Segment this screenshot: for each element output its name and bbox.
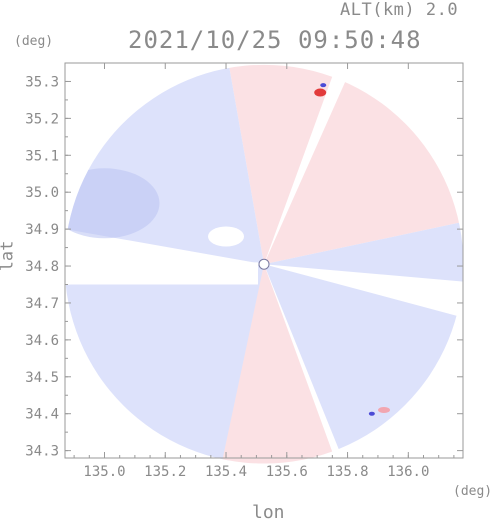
- receding-sector-northeast: [264, 64, 464, 265]
- y-tick-label: 34.9: [25, 222, 59, 238]
- x-axis: 135.0 135.2 135.4 135.6 135.8 136.0: [73, 63, 455, 480]
- x-axis-label: lon: [252, 502, 285, 523]
- receding-sector-north: [215, 64, 360, 265]
- approaching-sector-southeast: [264, 264, 464, 464]
- x-tick-label: 135.0: [83, 464, 125, 480]
- y-tick-label: 35.3: [25, 74, 59, 90]
- altitude-label: ALT(km) 2.0: [340, 0, 459, 20]
- y-tick-label: 34.6: [25, 333, 59, 349]
- radar-site-marker: [258, 258, 270, 270]
- approaching-sector-east: [264, 206, 464, 289]
- y-tick-label: 34.7: [25, 296, 59, 312]
- peak-receding-southeast: [378, 407, 391, 414]
- chart-timestamp: 2021/10/25 09:50:48: [128, 26, 422, 54]
- clear-gap-west: [208, 226, 245, 247]
- approaching-sector-southwest: [64, 264, 264, 464]
- y-tick-label: 34.4: [25, 407, 59, 423]
- x-tick-label: 135.2: [144, 464, 186, 480]
- blank-band-west: [65, 262, 258, 285]
- y-tick-label: 34.5: [25, 370, 59, 386]
- receding-sector-south: [205, 264, 360, 464]
- x-tick-label: 135.8: [326, 464, 368, 480]
- x-tick-label: 135.6: [266, 464, 308, 480]
- y-tick-label: 34.3: [25, 444, 59, 460]
- y-tick-label: 35.1: [25, 148, 59, 164]
- x-tick-label: 136.0: [387, 464, 429, 480]
- approaching-sector-northwest: [64, 64, 264, 265]
- y-unit-label: (deg): [14, 34, 54, 49]
- peak-receding-north: [314, 88, 327, 97]
- plot-border: [64, 62, 464, 459]
- peak-approaching-southeast: [368, 411, 375, 416]
- x-tick-label: 135.4: [205, 464, 247, 480]
- plot-frame: [64, 62, 464, 459]
- peak-approaching-north: [320, 83, 327, 88]
- y-tick-label: 35.2: [25, 111, 59, 127]
- y-tick-label: 34.8: [25, 259, 59, 275]
- y-tick-label: 35.0: [25, 185, 59, 201]
- approaching-core-northwest: [64, 168, 160, 239]
- y-axis: 35.3 35.2 35.1 35.0 34.9 34.8 34.7 34.6 34.5 34.4…: [25, 62, 463, 460]
- x-unit-label: (deg): [453, 484, 491, 499]
